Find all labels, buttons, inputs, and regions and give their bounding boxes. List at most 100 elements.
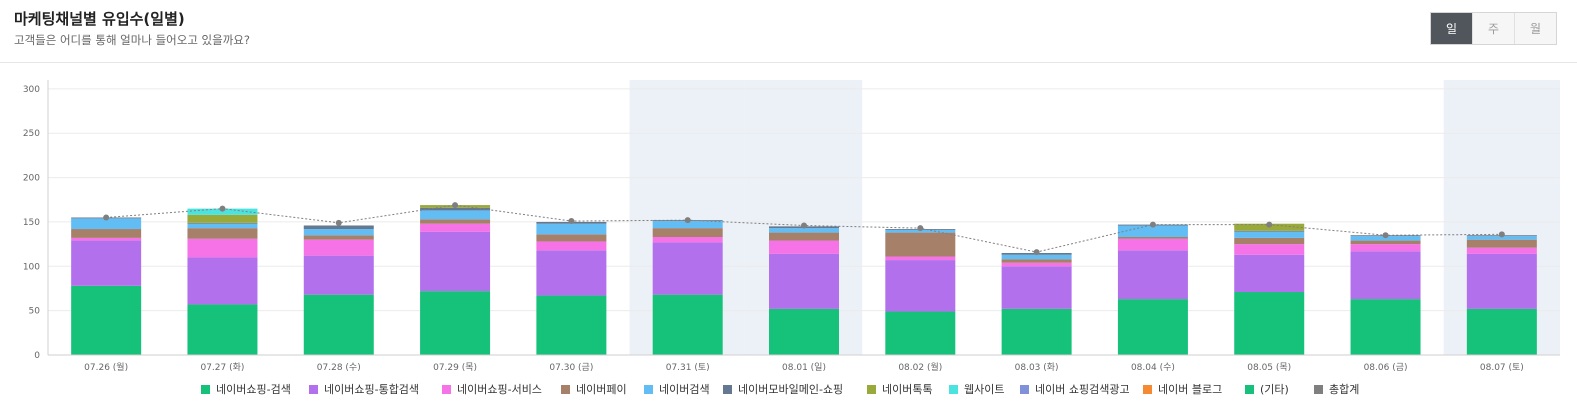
bar-segment[interactable] [536,234,607,242]
bar-segment[interactable] [303,294,374,355]
period-week-button[interactable]: 주 [1472,13,1514,44]
bar-segment[interactable] [1234,254,1305,293]
bar-segment[interactable] [1001,266,1072,309]
x-tick-label: 08.01 (일) [782,362,826,373]
total-point[interactable] [335,219,342,226]
bar-segment[interactable] [536,295,607,355]
bar-segment[interactable] [1234,230,1305,232]
total-point[interactable] [568,218,575,225]
legend-item[interactable]: 네이버쇼핑-서비스 [442,381,542,397]
bar-segment[interactable] [1466,236,1537,240]
bar-segment[interactable] [420,291,491,355]
bar-segment[interactable] [303,255,374,295]
bar-segment[interactable] [1117,250,1188,300]
bar-segment[interactable] [71,237,142,241]
bar-segment[interactable] [1001,262,1072,267]
bar-segment[interactable] [303,229,374,236]
total-point[interactable] [1149,221,1156,228]
legend-item[interactable]: 네이버페이 [561,381,627,397]
total-point[interactable] [1382,232,1389,239]
bar-segment[interactable] [1117,237,1188,239]
bar-segment[interactable] [1350,236,1421,241]
bar-segment[interactable] [303,235,374,240]
bar-segment[interactable] [187,208,258,215]
legend-item[interactable]: 총합계 [1314,381,1359,397]
bar-segment[interactable] [1117,299,1188,355]
bar-segment[interactable] [652,228,723,238]
bar-segment[interactable] [885,232,956,257]
bar-segment[interactable] [885,311,956,355]
bar-segment[interactable] [187,222,258,224]
total-point[interactable] [452,202,459,209]
bar-segment[interactable] [1001,308,1072,355]
bar-segment[interactable] [1350,251,1421,300]
bar-segment[interactable] [303,225,374,230]
bar-segment[interactable] [1466,308,1537,355]
bar-segment[interactable] [71,218,142,230]
bar-segment[interactable] [420,219,491,224]
bar-segment[interactable] [420,223,491,232]
bar-segment[interactable] [1466,239,1537,248]
bar-segment[interactable] [187,304,258,355]
total-point[interactable] [1498,231,1505,238]
bar-segment[interactable] [885,256,956,261]
bar-segment[interactable] [652,242,723,295]
bar-segment[interactable] [769,253,839,309]
total-point[interactable] [1033,249,1040,256]
total-point[interactable] [219,205,226,212]
legend-item[interactable]: 네이버 블로그 [1143,381,1222,397]
bar-segment[interactable] [652,294,723,355]
bar-segment[interactable] [420,207,491,211]
legend-item[interactable]: 네이버쇼핑-검색 [201,381,291,397]
period-month-button[interactable]: 월 [1514,13,1556,44]
bar-segment[interactable] [187,223,258,229]
legend-item[interactable]: 네이버모바일메인-쇼핑 [723,381,843,397]
bar-segment[interactable] [1466,253,1537,309]
bar-segment[interactable] [1001,254,1072,260]
bar-segment[interactable] [536,250,607,296]
bar-segment[interactable] [536,223,607,235]
legend-item[interactable]: 웹사이트 [949,381,1004,397]
bar-segment[interactable] [1466,247,1537,254]
total-point[interactable] [917,225,924,232]
total-point[interactable] [801,222,807,229]
bar-segment[interactable] [1350,244,1421,252]
bar-segment[interactable] [1234,231,1305,238]
bar-segment[interactable] [769,240,839,254]
legend-item[interactable]: 네이버쇼핑-통합검색 [309,381,419,397]
legend-item[interactable]: 네이버톡톡 [867,381,933,397]
bar-segment[interactable] [1350,299,1421,355]
bar-segment[interactable] [1234,292,1305,355]
bar-segment[interactable] [187,214,258,223]
bar-segment[interactable] [769,308,839,355]
bar-segment[interactable] [420,231,491,292]
bar-segment[interactable] [187,228,258,239]
bar-segment[interactable] [1117,225,1188,238]
bar-segment[interactable] [1234,244,1305,255]
bar-segment[interactable] [71,240,142,286]
legend-item[interactable]: (기타) [1245,381,1289,397]
bar-segment[interactable] [652,221,723,229]
total-point[interactable] [684,217,691,224]
bar-segment[interactable] [652,237,723,243]
bar-segment[interactable] [769,232,839,241]
bar-segment[interactable] [1001,259,1072,263]
bar-segment[interactable] [769,228,839,233]
bar-segment[interactable] [885,229,956,233]
bar-segment[interactable] [303,239,374,256]
bar-segment[interactable] [1117,238,1188,251]
bar-segment[interactable] [420,210,491,220]
bar-segment[interactable] [71,285,142,355]
bar-segment[interactable] [71,229,142,238]
period-day-button[interactable]: 일 [1431,13,1472,44]
total-point[interactable] [103,214,110,221]
bar-segment[interactable] [885,260,956,312]
bar-segment[interactable] [1350,240,1421,245]
legend-item[interactable]: 네이버 쇼핑검색광고 [1020,381,1130,397]
total-point[interactable] [1266,221,1273,228]
legend-item[interactable]: 네이버검색 [644,381,710,397]
bar-segment[interactable] [187,257,258,305]
bar-segment[interactable] [536,241,607,251]
bar-segment[interactable] [187,238,258,258]
bar-segment[interactable] [1234,237,1305,245]
